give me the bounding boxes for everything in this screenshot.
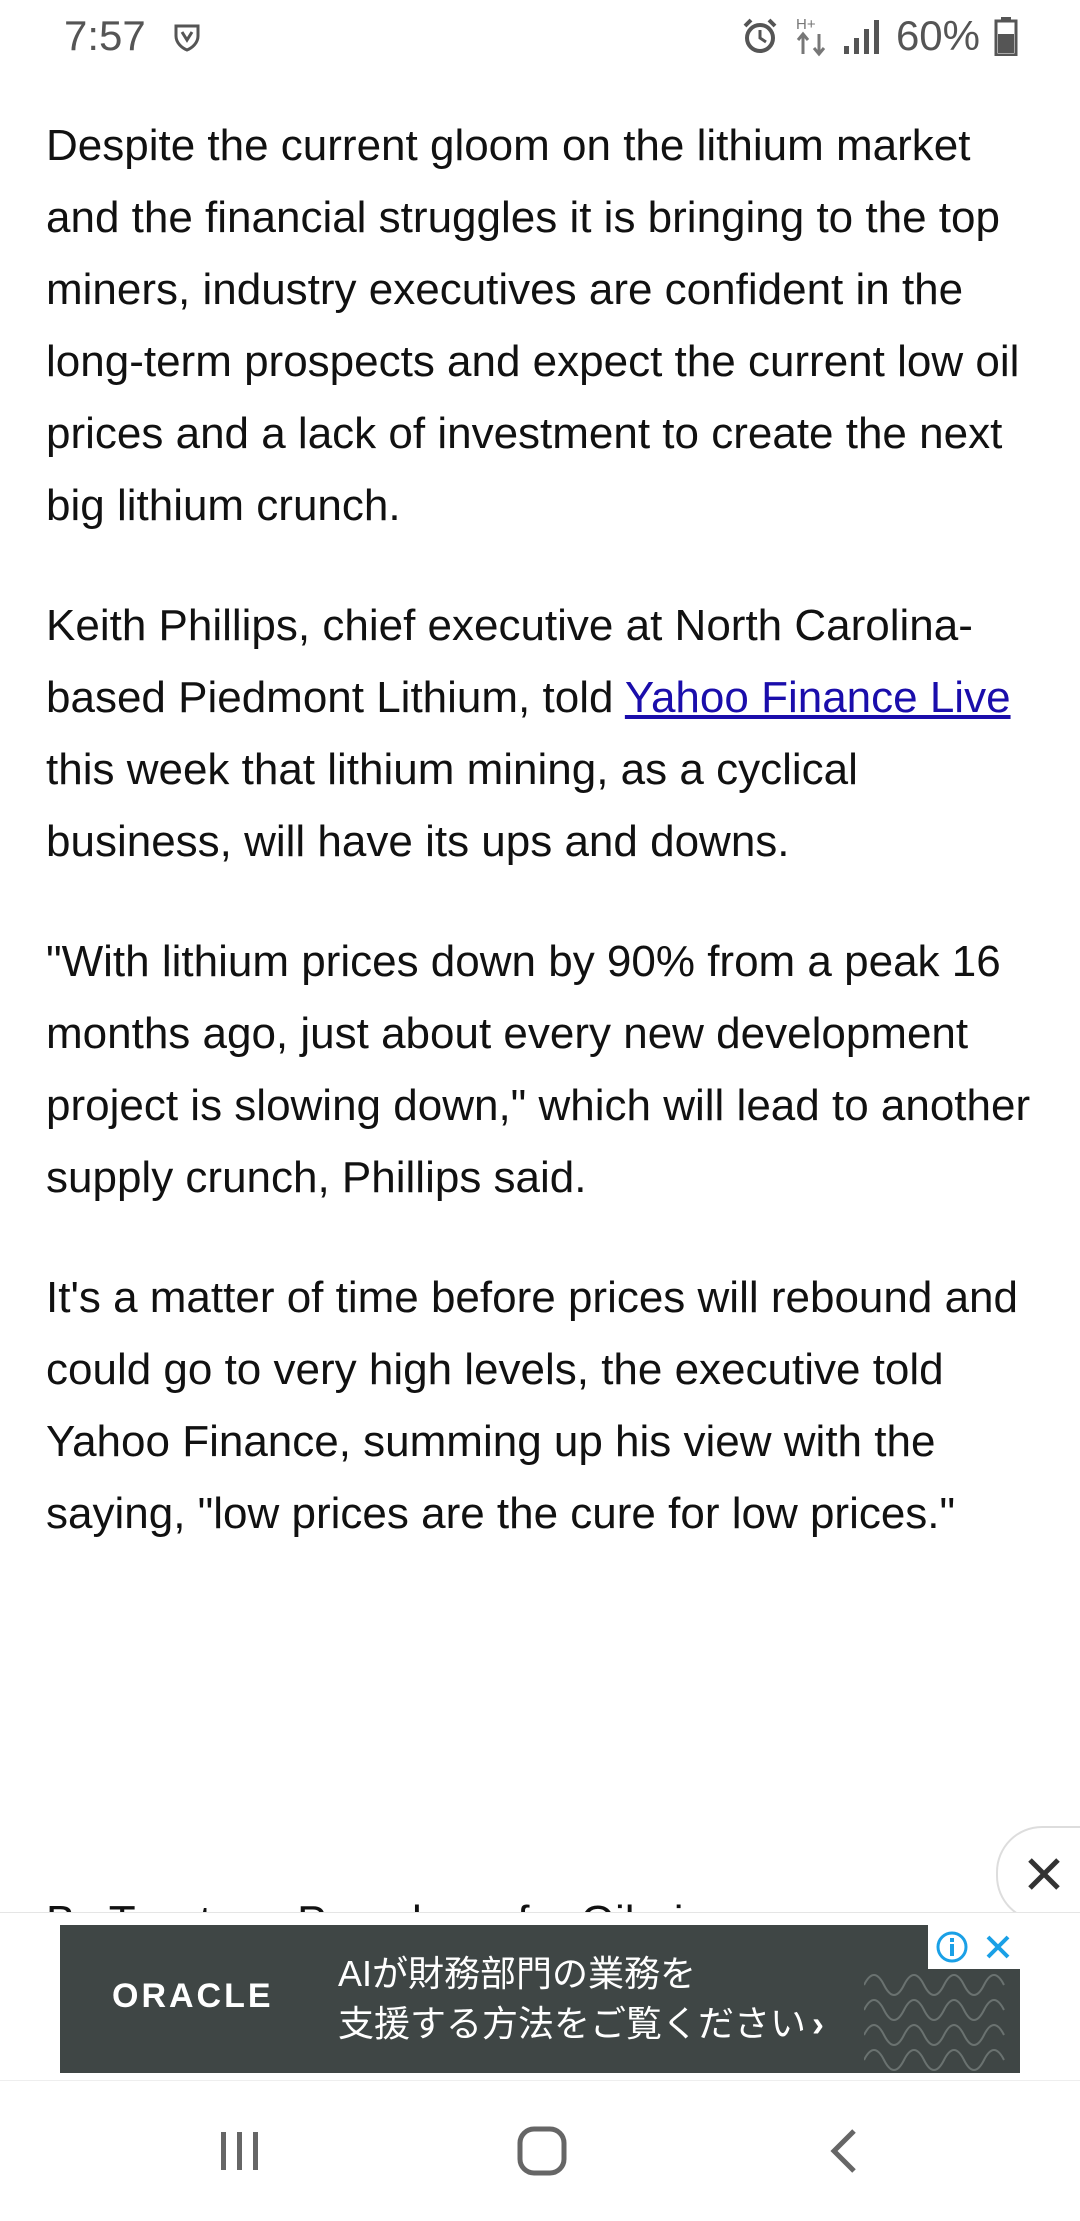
article-paragraph: Despite the current gloom on the lithium… [46, 121, 1020, 530]
ad-line-1: AIが財務部門の業務を [338, 1953, 697, 1994]
battery-percent: 60% [895, 12, 980, 59]
paragraph-text: Keith Phillips, chief executive at North… [46, 601, 973, 722]
article-paragraph: Keith Phillips, chief executive at North… [46, 590, 1036, 878]
battery-icon [994, 17, 1018, 56]
ad-choices [928, 1925, 1020, 1969]
yahoo-finance-live-link[interactable]: Yahoo Finance Live [624, 673, 1011, 722]
ad-brand-logo: ORACLE [112, 1977, 274, 2015]
recent-apps-icon [221, 2132, 258, 2170]
status-icons: H+ 60% [740, 10, 1018, 62]
svg-text:H+: H+ [796, 16, 816, 33]
signal-icon [843, 20, 879, 54]
close-icon [1028, 1858, 1060, 1890]
article-paragraph: "With lithium prices down by 90% from a … [46, 937, 1031, 1202]
article-paragraph: It's a matter of time before prices will… [46, 1273, 1018, 1538]
ad-info-icon[interactable] [935, 1930, 969, 1964]
ad-banner[interactable]: ORACLE AIが財務部門の業務を 支援する方法をご覧ください › [60, 1925, 1020, 2073]
system-nav-bar [0, 2080, 1080, 2221]
article-body: Despite the current gloom on the lithium… [46, 110, 1036, 1598]
back-button[interactable] [806, 2121, 886, 2181]
ad-text: AIが財務部門の業務を 支援する方法をご覧ください › [338, 1949, 824, 2049]
data-transfer-icon: H+ [796, 16, 826, 57]
status-time: 7:57 [64, 12, 146, 59]
ad-close-icon[interactable] [983, 1932, 1013, 1962]
ad-close-tab[interactable] [996, 1826, 1080, 1922]
back-icon [830, 2129, 856, 2173]
ad-chevron: › [812, 2003, 825, 2044]
home-button[interactable] [502, 2121, 582, 2181]
shield-icon [174, 24, 200, 52]
ad-line-2: 支援する方法をご覧ください › [338, 1999, 824, 2049]
status-bar: 7:57 H+ 60% [0, 0, 1080, 72]
alarm-icon [743, 18, 777, 53]
wave-graphic [864, 1974, 1005, 2071]
ad-container: ORACLE AIが財務部門の業務を 支援する方法をご覧ください › [0, 1912, 1080, 2081]
home-icon [517, 2126, 567, 2176]
ad-line-2-text: 支援する方法をご覧ください [338, 2003, 807, 2044]
recent-apps-button[interactable] [200, 2121, 280, 2181]
paragraph-text: this week that lithium mining, as a cycl… [46, 745, 858, 866]
